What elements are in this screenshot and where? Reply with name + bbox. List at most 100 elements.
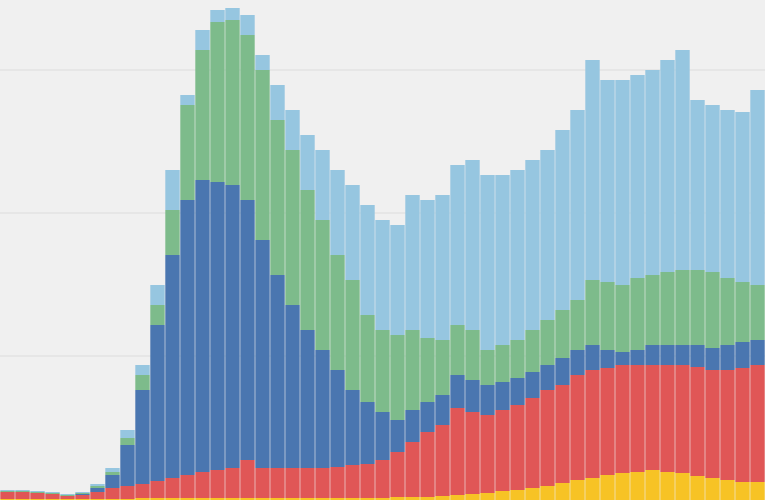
bar-segment <box>120 430 135 438</box>
bar-segment <box>690 270 705 345</box>
bar-segment <box>435 425 450 496</box>
bar-segment <box>300 190 315 330</box>
bar-segment <box>480 493 495 500</box>
bar-segment <box>90 488 105 492</box>
bar-segment <box>345 498 360 500</box>
bar-segment <box>705 478 720 500</box>
bar-segment <box>225 498 240 500</box>
bar-segment <box>525 330 540 372</box>
bar-segment <box>645 275 660 345</box>
bar-segment <box>495 382 510 410</box>
bar-segment <box>720 110 735 278</box>
bar-segment <box>255 70 270 240</box>
bar-segment <box>405 410 420 442</box>
bar-segment <box>285 305 300 468</box>
bar-segment <box>555 483 570 500</box>
bar-segment <box>450 375 465 408</box>
bar-segment <box>195 472 210 498</box>
bar-segment <box>120 445 135 486</box>
bar-segment <box>180 95 195 105</box>
bar-segment <box>585 280 600 345</box>
bar-segment <box>450 495 465 500</box>
bar-segment <box>330 370 345 467</box>
bar-segment <box>300 468 315 498</box>
bar-segment <box>660 345 675 365</box>
bar-segment <box>600 368 615 475</box>
bar-segment <box>345 465 360 498</box>
bar-segment <box>645 365 660 470</box>
bar-segment <box>360 498 375 500</box>
bar-segment <box>510 490 525 500</box>
bar-segment <box>60 495 75 496</box>
bar-segment <box>315 220 330 350</box>
bar-segment <box>690 345 705 367</box>
bar-segment <box>390 420 405 452</box>
bar-segment <box>150 498 165 500</box>
bar-segment <box>495 491 510 500</box>
bar-segment <box>540 365 555 390</box>
bar-segment <box>465 160 480 330</box>
bar-segment <box>0 491 15 492</box>
bar-segment <box>330 467 345 498</box>
bar-segment <box>375 412 390 460</box>
bar-segment <box>405 330 420 410</box>
bar-segment <box>345 390 360 465</box>
bar-segment <box>585 60 600 280</box>
bar-segment <box>150 285 165 305</box>
bar-segment <box>495 345 510 382</box>
bar-segment <box>30 492 45 493</box>
bar-segment <box>660 365 675 472</box>
bar-segment <box>675 473 690 500</box>
bar-segment <box>15 490 30 491</box>
bar-segment <box>255 498 270 500</box>
bar-segment <box>510 378 525 405</box>
bar-segment <box>390 452 405 497</box>
bar-segment <box>600 350 615 368</box>
bar-segment <box>105 472 120 475</box>
bar-segment <box>150 305 165 325</box>
bar-segment <box>135 365 150 375</box>
bar-segment <box>240 498 255 500</box>
bar-segment <box>120 486 135 499</box>
bar-segment <box>270 498 285 500</box>
bar-segment <box>195 180 210 472</box>
bar-segment <box>270 120 285 275</box>
bar-segment <box>240 200 255 460</box>
bar-segment <box>150 325 165 481</box>
bar-segment <box>420 432 435 497</box>
bar-segment <box>510 170 525 340</box>
bar-segment <box>615 80 630 285</box>
bar-segment <box>540 320 555 365</box>
bar-segment <box>645 70 660 275</box>
bar-segment <box>630 472 645 500</box>
bar-segment <box>300 330 315 468</box>
bar-segment <box>390 335 405 420</box>
bar-segment <box>285 110 300 150</box>
bar-segment <box>270 468 285 498</box>
bar-segment <box>660 472 675 500</box>
bar-segment <box>540 390 555 486</box>
bar-segment <box>705 105 720 272</box>
bar-segment <box>255 468 270 498</box>
bar-segment <box>645 470 660 500</box>
bar-segment <box>45 493 60 494</box>
bar-segment <box>570 480 585 500</box>
bar-segment <box>435 496 450 500</box>
bar-segment <box>15 491 30 492</box>
bar-segment <box>570 300 585 350</box>
bar-segment <box>360 464 375 498</box>
bar-segment <box>480 415 495 493</box>
bar-segment <box>330 170 345 255</box>
bar-segment <box>225 468 240 498</box>
bar-segment <box>210 22 225 182</box>
bar-segment <box>345 280 360 390</box>
bar-segment <box>15 492 30 499</box>
bar-segment <box>480 350 495 385</box>
bar-segment <box>690 367 705 476</box>
bar-segment <box>135 498 150 500</box>
bar-segment <box>375 220 390 330</box>
bar-segment <box>420 200 435 338</box>
bar-segment <box>165 210 180 255</box>
bar-segment <box>165 498 180 500</box>
